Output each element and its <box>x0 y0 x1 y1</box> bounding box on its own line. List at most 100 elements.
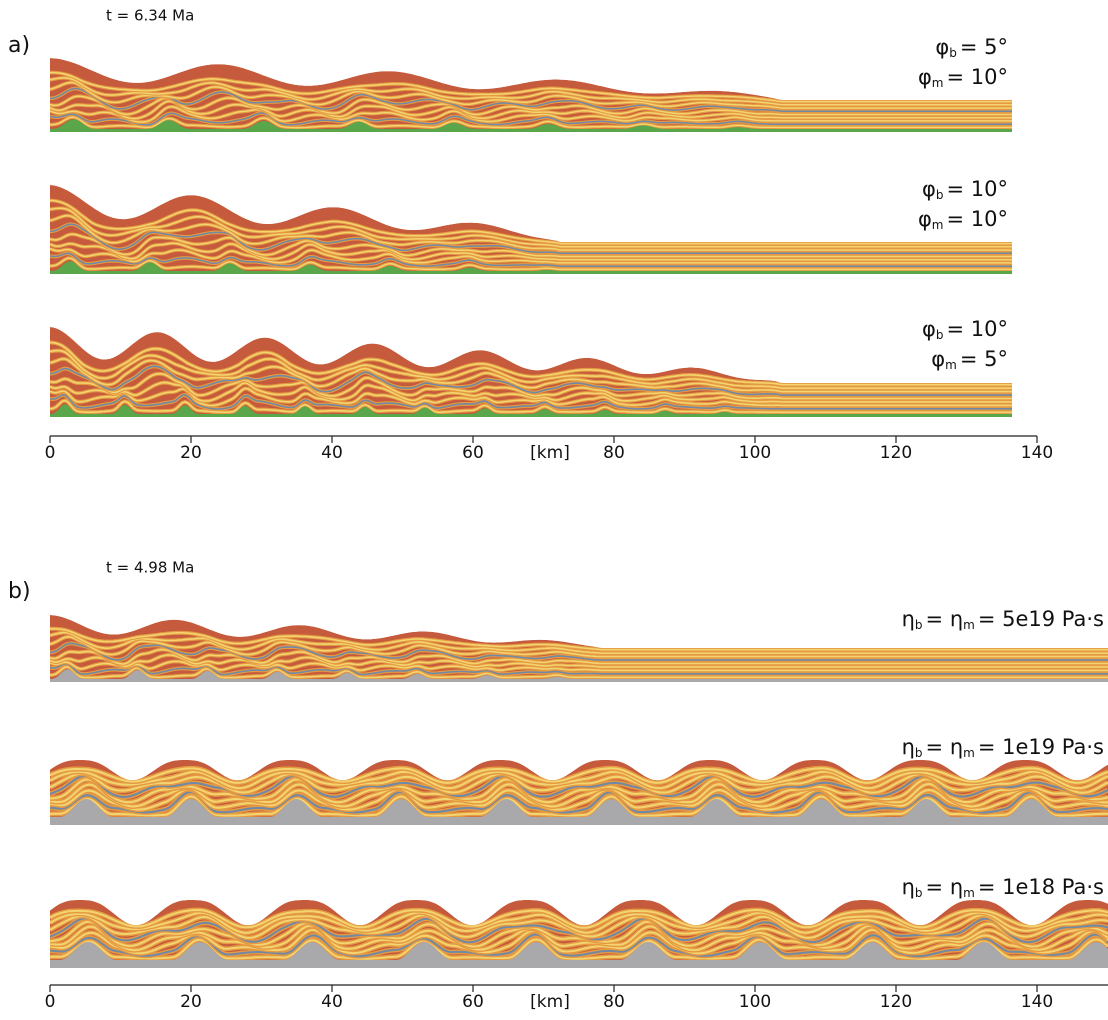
layer <box>50 341 1012 386</box>
layer <box>50 387 1012 407</box>
layer <box>50 928 1108 955</box>
model: ηb = ηm = 1e18 Pa·s <box>50 875 1108 968</box>
param-text: = 5° <box>960 347 1008 371</box>
layer <box>50 81 1012 109</box>
basement <box>50 669 1108 682</box>
x-tick-label: 20 <box>180 443 202 463</box>
layer <box>50 257 1012 271</box>
layer <box>50 214 1012 251</box>
model-body <box>50 185 1012 274</box>
x-tick-label: 80 <box>603 992 625 1012</box>
x-tick-label: 40 <box>321 992 343 1012</box>
layer <box>50 87 1012 113</box>
layer <box>50 795 1108 817</box>
param-text: = 1e19 Pa·s <box>978 735 1104 759</box>
param-subscript: m <box>963 746 975 760</box>
model: φb = 10° φm = 5° <box>50 317 1012 417</box>
param-text: η <box>902 735 915 759</box>
param-label: φm = 10° <box>918 65 1008 90</box>
basement <box>50 119 1012 132</box>
param-text: φ <box>918 207 932 231</box>
layer <box>50 233 1012 258</box>
layer <box>50 662 1108 676</box>
layer <box>50 242 1012 261</box>
layer <box>50 924 1108 952</box>
layer <box>50 635 1108 658</box>
layer <box>50 631 1108 654</box>
model: ηb = ηm = 1e19 Pa·s <box>50 735 1108 825</box>
layer <box>50 394 1012 410</box>
param-subscript: b <box>915 618 923 632</box>
basement <box>50 942 1108 968</box>
basement <box>50 799 1108 825</box>
param-text: = 10° <box>947 177 1009 201</box>
layer <box>50 349 1012 389</box>
layer <box>50 199 1012 245</box>
param-label: φb = 10° <box>922 177 1008 202</box>
panel-label: a) <box>8 33 30 58</box>
x-tick-label: 120 <box>880 443 912 463</box>
param-subscript: b <box>915 746 923 760</box>
param-label: φm = 10° <box>918 207 1008 232</box>
param-text: = 5e19 Pa·s <box>978 607 1104 631</box>
basement <box>50 261 1012 274</box>
param-text: = η <box>926 735 964 759</box>
layer <box>50 665 1108 679</box>
param-text: η <box>902 875 915 899</box>
x-tick-label: 100 <box>739 443 771 463</box>
layer <box>50 365 1012 396</box>
param-subscript: m <box>932 76 944 90</box>
model-body <box>50 900 1108 968</box>
param-text: φ <box>931 347 945 371</box>
x-tick-label: 40 <box>321 443 343 463</box>
layer <box>50 627 1108 651</box>
panel-label: b) <box>8 579 31 604</box>
param-text: = 10° <box>947 317 1009 341</box>
param-text: φ <box>935 35 949 59</box>
param-label: ηb = ηm = 1e18 Pa·s <box>902 875 1104 900</box>
param-label: ηb = ηm = 5e19 Pa·s <box>902 607 1104 632</box>
layer <box>50 252 1012 267</box>
model-body <box>50 615 1108 682</box>
param-text: φ <box>922 177 936 201</box>
layer <box>50 933 1108 958</box>
param-label: ηb = ηm = 1e19 Pa·s <box>902 735 1104 760</box>
param-text: = 1e18 Pa·s <box>978 875 1104 899</box>
layer <box>50 648 1108 665</box>
param-text: = η <box>926 875 964 899</box>
x-tick-label: 60 <box>462 443 484 463</box>
layer <box>50 790 1108 814</box>
model: φb = 10° φm = 10° <box>50 177 1012 274</box>
layer <box>50 373 1012 400</box>
model-body <box>50 760 1108 825</box>
layer <box>50 782 1108 808</box>
layer <box>50 116 1012 129</box>
param-subscript: m <box>963 618 975 632</box>
param-label: φb = 5° <box>935 35 1008 60</box>
layer <box>50 654 1108 668</box>
x-tick-label: 80 <box>603 443 625 463</box>
param-subscript: b <box>915 886 923 900</box>
layer <box>50 223 1012 255</box>
layer <box>50 399 1012 414</box>
x-tick-label: 120 <box>880 992 912 1012</box>
model: φb = 5° φm = 10° <box>50 35 1012 132</box>
param-text: = η <box>926 607 964 631</box>
layer <box>50 938 1108 960</box>
layer <box>50 660 1108 672</box>
layer <box>50 95 1012 116</box>
layer <box>50 248 1012 264</box>
layer <box>50 381 1012 403</box>
layer <box>50 358 1012 393</box>
param-label: φm = 5° <box>931 347 1008 372</box>
layer <box>50 105 1012 123</box>
x-axis-label: [km] <box>530 443 570 463</box>
param-label: φb = 10° <box>922 317 1008 342</box>
param-subscript: b <box>936 188 944 202</box>
param-subscript: b <box>949 46 957 60</box>
param-text: = 5° <box>960 35 1008 59</box>
param-text: φ <box>922 317 936 341</box>
